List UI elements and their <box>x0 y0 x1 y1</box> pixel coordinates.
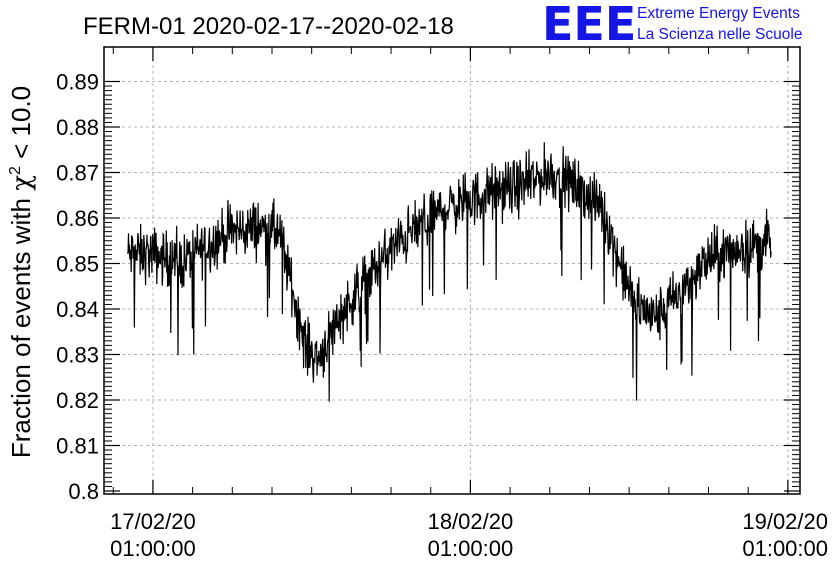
series-line <box>127 142 772 402</box>
x-tick-date: 18/02/20 <box>428 509 514 534</box>
x-tick-time: 01:00:00 <box>110 536 196 561</box>
y-tick-label: 0.84 <box>56 297 99 322</box>
x-tick-time: 01:00:00 <box>742 536 828 561</box>
y-tick-labels: 0.8 0.81 0.82 0.83 0.84 0.85 0.86 0.87 0.88 0.89 <box>56 70 99 505</box>
y-tick-label: 0.81 <box>56 434 99 459</box>
x-tick-labels: 17/02/2001:00:0018/02/2001:00:0019/02/20… <box>110 509 828 561</box>
chart-title: FERM-01 2020-02-17--2020-02-18 <box>83 13 454 40</box>
y-tick-label: 0.85 <box>56 252 99 277</box>
data-series <box>127 142 772 402</box>
eee-logo-line1: Extreme Energy Events <box>637 5 800 22</box>
y-tick-label: 0.86 <box>56 206 99 231</box>
x-tick-date: 19/02/20 <box>742 509 828 534</box>
eee-logo-line2: La Scienza nelle Scuole <box>637 26 802 43</box>
x-tick-time: 01:00:00 <box>428 536 514 561</box>
eee-logo-mark: EEE <box>542 0 636 51</box>
y-axis-label: Fraction of events with χ2 < 10.0 <box>6 86 37 458</box>
x-tick-date: 17/02/20 <box>110 509 196 534</box>
axis-ticks <box>104 47 800 494</box>
y-tick-label: 0.8 <box>68 479 99 504</box>
grid-lines <box>104 47 800 494</box>
y-tick-label: 0.89 <box>56 70 99 95</box>
y-tick-label: 0.83 <box>56 343 99 368</box>
plot-frame <box>103 46 801 495</box>
y-tick-label: 0.87 <box>56 161 99 186</box>
y-tick-label: 0.88 <box>56 115 99 140</box>
y-tick-label: 0.82 <box>56 388 99 413</box>
eee-logo: EEE Extreme Energy Events La Scienza nel… <box>542 0 802 51</box>
